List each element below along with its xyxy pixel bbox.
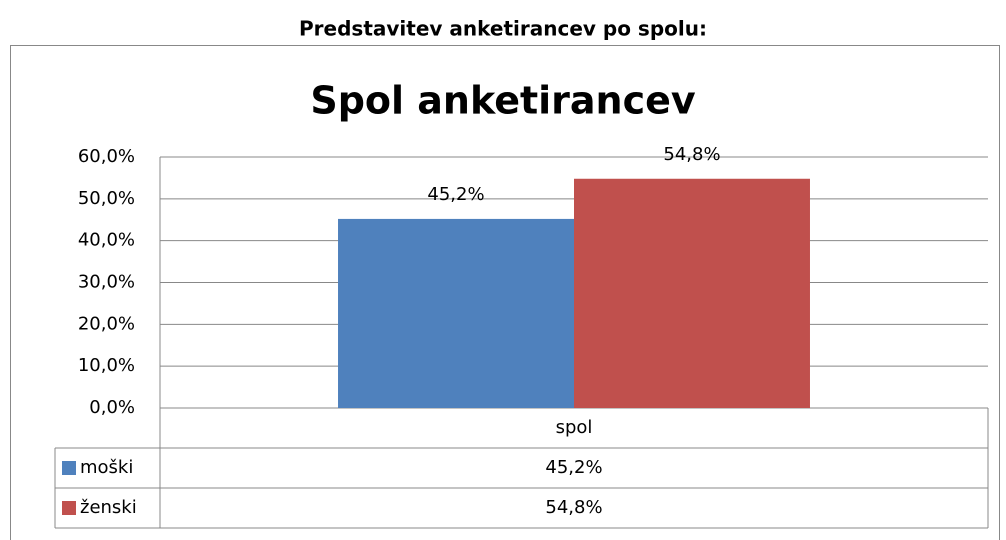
chart-title: Spol anketirancev — [310, 79, 696, 123]
legend-label: ženski — [80, 497, 137, 518]
table-cell: 45,2% — [545, 457, 602, 478]
y-tick-label: 10,0% — [78, 355, 135, 376]
data-label: 45,2% — [427, 184, 484, 205]
legend-key — [62, 461, 76, 475]
chart-border — [10, 45, 1000, 540]
legend-label: moški — [80, 457, 133, 478]
bar — [574, 178, 810, 408]
legend-key — [62, 501, 76, 515]
y-tick-label: 60,0% — [78, 146, 135, 167]
y-tick-label: 30,0% — [78, 272, 135, 293]
x-tick-label: spol — [556, 417, 593, 438]
heading: Predstavitev anketirancev po spolu: — [299, 17, 707, 41]
y-tick-label: 20,0% — [78, 313, 135, 334]
y-tick-label: 0,0% — [89, 397, 135, 418]
data-label: 54,8% — [663, 144, 720, 165]
bar — [338, 218, 574, 408]
table-cell: 54,8% — [545, 497, 602, 518]
y-tick-label: 40,0% — [78, 230, 135, 251]
y-tick-label: 50,0% — [78, 188, 135, 209]
